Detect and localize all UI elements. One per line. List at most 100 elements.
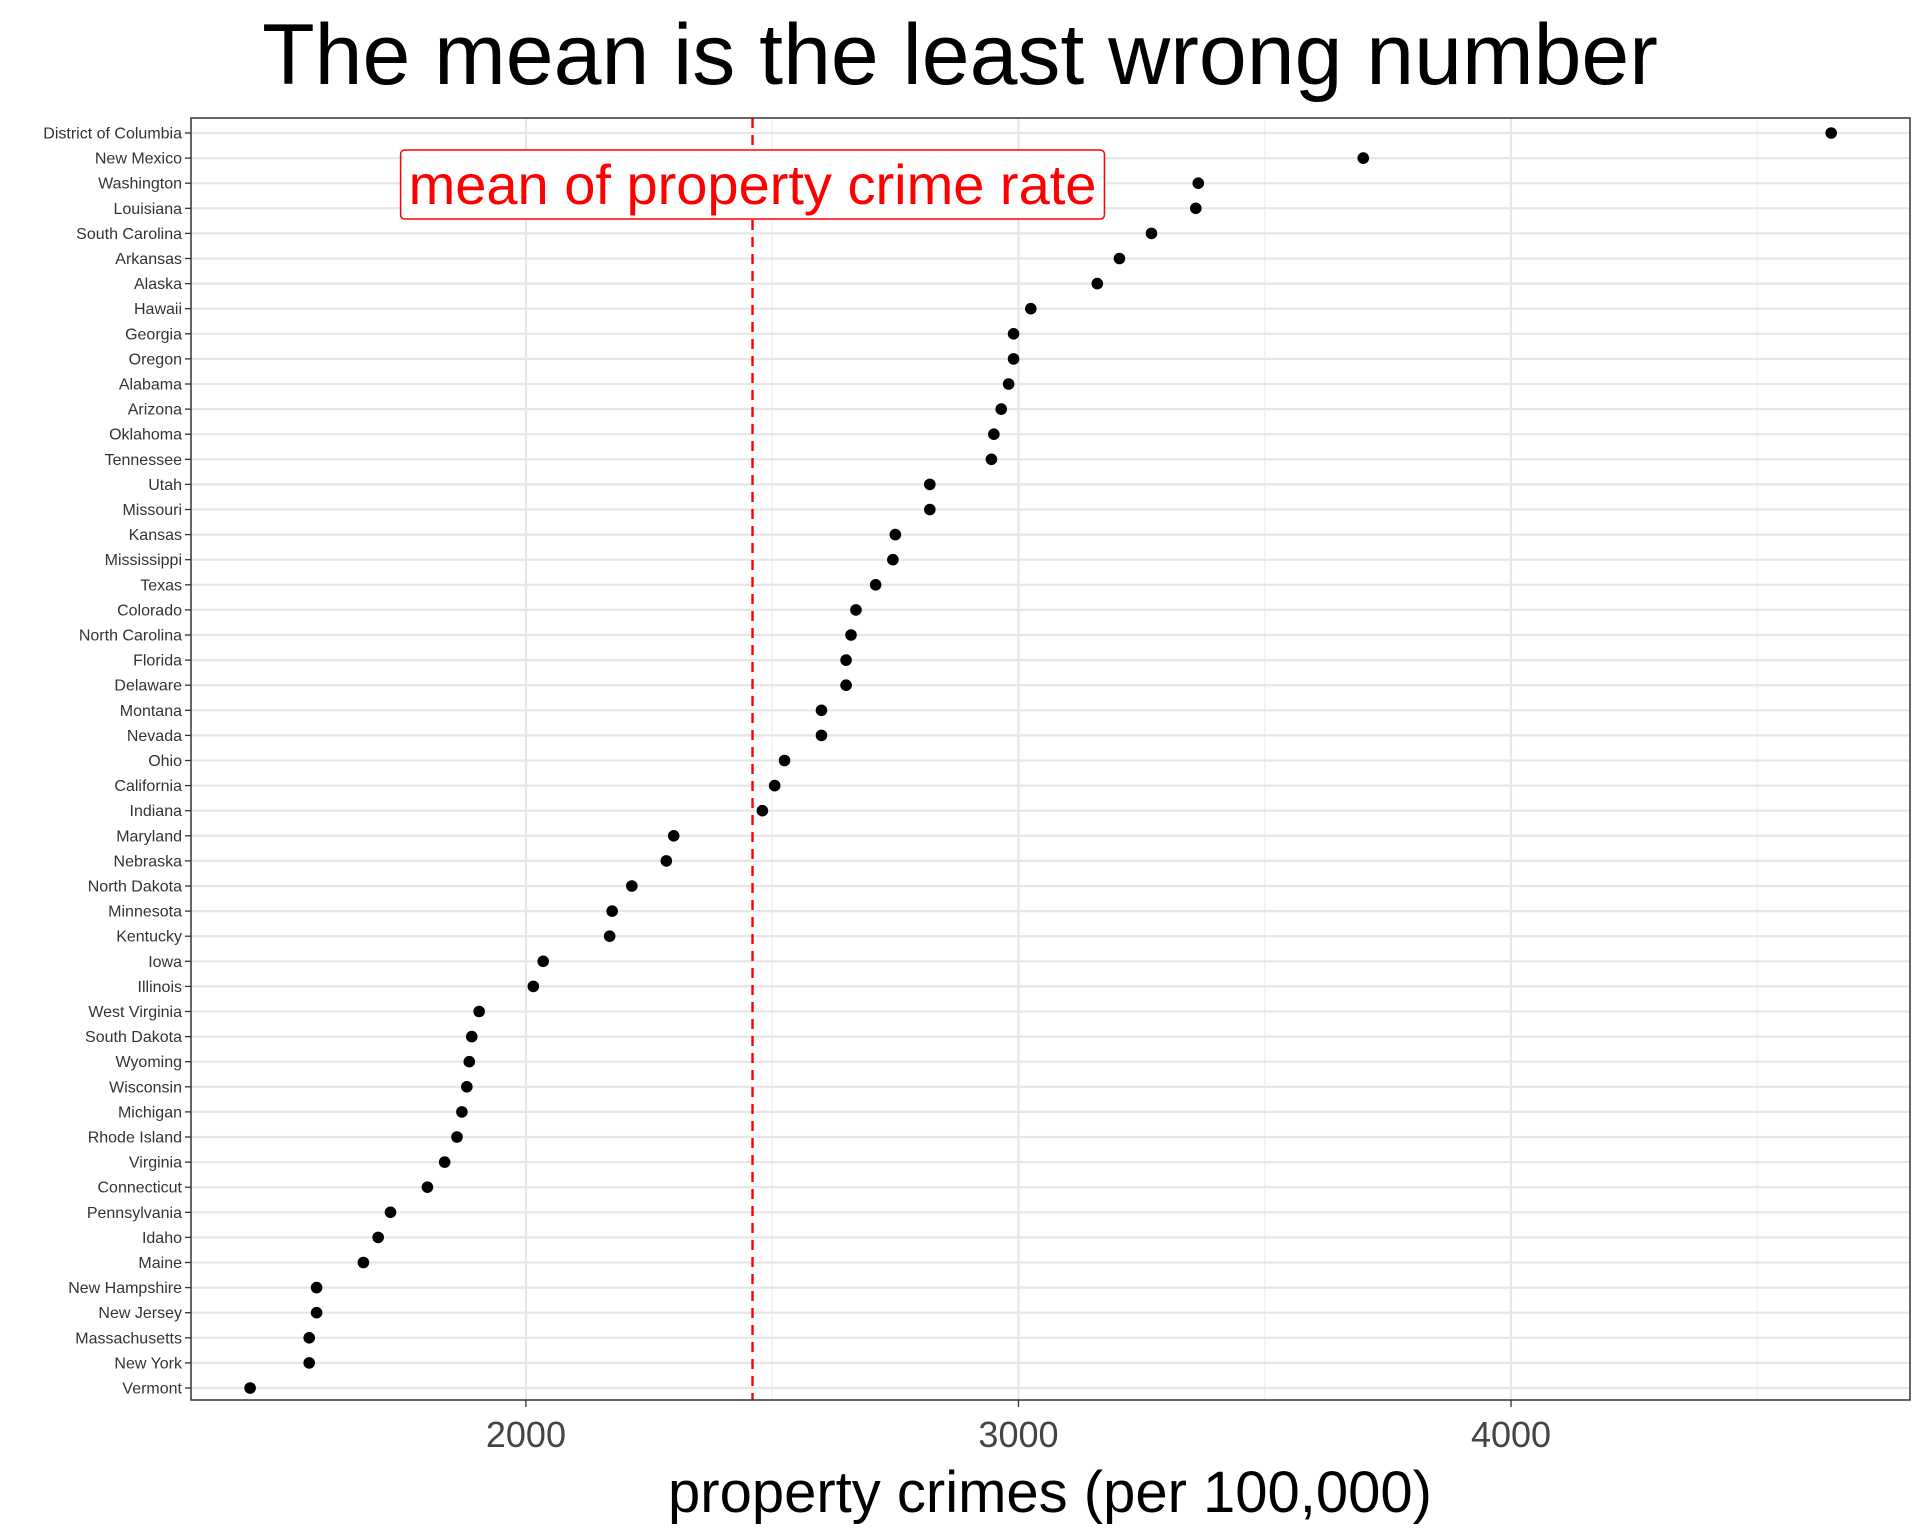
y-tick-label: Rhode Island xyxy=(88,1130,182,1147)
y-tick-label: New York xyxy=(114,1355,183,1372)
y-tick-label: Florida xyxy=(133,653,182,670)
y-tick-label: South Dakota xyxy=(85,1029,182,1046)
y-tick-label: Alabama xyxy=(119,377,182,394)
data-point xyxy=(1024,302,1037,315)
y-tick-label: Colorado xyxy=(117,602,182,619)
y-axis-labels: District of Columbia New Mexico Washington… xyxy=(43,126,191,1398)
x-tick-label: 3000 xyxy=(978,1414,1058,1455)
y-tick-label: West Virginia xyxy=(88,1004,182,1021)
data-point xyxy=(626,880,638,892)
data-point xyxy=(438,1156,451,1168)
y-tick-label: Missouri xyxy=(122,502,182,519)
data-point xyxy=(372,1231,384,1244)
data-points xyxy=(244,127,1837,1394)
y-tick-label: Pennsylvania xyxy=(87,1205,182,1222)
data-point xyxy=(840,654,852,666)
y-tick-label: Tennessee xyxy=(105,452,182,469)
x-axis-labels: 2000 3000 4000 xyxy=(486,1400,1551,1455)
data-point xyxy=(1007,328,1020,340)
data-point xyxy=(1007,353,1020,365)
data-point xyxy=(815,704,828,717)
y-tick-label: Kentucky xyxy=(116,929,182,946)
data-point xyxy=(384,1206,397,1219)
data-point xyxy=(606,905,618,917)
data-point xyxy=(303,1357,316,1369)
y-tick-label: Montana xyxy=(120,703,182,720)
data-point xyxy=(461,1081,473,1093)
data-point xyxy=(310,1306,323,1319)
grid-lines xyxy=(191,118,1910,1400)
data-point xyxy=(850,604,862,616)
data-point xyxy=(456,1106,468,1118)
data-point xyxy=(660,855,673,867)
data-point xyxy=(357,1256,370,1269)
data-point xyxy=(1145,227,1158,240)
data-point xyxy=(815,729,828,742)
data-point xyxy=(924,503,936,516)
data-point xyxy=(244,1382,256,1394)
y-tick-label: Massachusetts xyxy=(75,1330,182,1347)
y-tick-label: Minnesota xyxy=(108,904,182,921)
y-tick-label: Oklahoma xyxy=(109,427,182,444)
data-point xyxy=(1190,202,1202,215)
y-tick-label: North Dakota xyxy=(88,879,182,896)
y-tick-label: Ohio xyxy=(148,753,182,770)
data-point xyxy=(889,528,902,541)
y-tick-label: Virginia xyxy=(129,1155,182,1172)
data-point xyxy=(995,403,1008,415)
y-tick-label: Iowa xyxy=(148,954,182,971)
y-tick-label: Utah xyxy=(148,477,182,494)
data-point xyxy=(778,754,791,767)
data-point xyxy=(988,428,1000,441)
data-point xyxy=(1192,177,1205,189)
y-tick-label: Kansas xyxy=(129,527,182,544)
y-tick-label: Arizona xyxy=(128,402,182,419)
data-point xyxy=(840,679,852,691)
data-point xyxy=(887,553,899,566)
y-tick-label: New Jersey xyxy=(98,1305,182,1322)
data-point xyxy=(303,1332,316,1344)
y-tick-label: Vermont xyxy=(122,1381,182,1398)
y-tick-label: District of Columbia xyxy=(43,126,182,143)
data-point xyxy=(310,1281,323,1294)
data-point xyxy=(421,1181,434,1193)
data-point xyxy=(603,930,616,942)
data-point xyxy=(667,830,680,842)
y-tick-label: Mississippi xyxy=(105,552,182,569)
mean-annotation-label: mean of property crime rate xyxy=(409,153,1097,216)
y-tick-label: New Mexico xyxy=(95,151,182,168)
panel-border xyxy=(190,117,1911,1401)
data-point xyxy=(463,1055,476,1068)
data-point xyxy=(1357,152,1370,164)
y-tick-label: Michigan xyxy=(118,1104,182,1121)
y-tick-label: Georgia xyxy=(125,326,182,343)
y-tick-label: Louisiana xyxy=(114,201,183,218)
data-point xyxy=(845,629,857,641)
y-tick-label: Wyoming xyxy=(115,1054,182,1071)
data-point xyxy=(473,1005,485,1018)
y-tick-label: North Carolina xyxy=(79,628,182,645)
y-tick-label: Nebraska xyxy=(114,853,183,870)
y-tick-label: Illinois xyxy=(138,979,182,996)
x-axis-title: property crimes (per 100,000) xyxy=(668,1460,1432,1525)
y-tick-label: Nevada xyxy=(127,728,182,745)
y-tick-label: California xyxy=(114,778,182,795)
y-tick-label: Alaska xyxy=(134,276,182,293)
data-point xyxy=(985,453,998,466)
data-point xyxy=(1002,378,1015,390)
y-tick-label: Indiana xyxy=(130,803,183,820)
data-point xyxy=(527,980,540,993)
data-point xyxy=(1825,127,1837,139)
data-point xyxy=(756,804,769,817)
data-point xyxy=(768,779,781,792)
y-tick-label: Wisconsin xyxy=(109,1079,182,1096)
x-tick-label: 2000 xyxy=(486,1414,566,1455)
data-point xyxy=(869,579,882,591)
y-tick-label: Idaho xyxy=(142,1230,182,1247)
y-tick-label: Maine xyxy=(138,1255,182,1272)
mean-annotation: mean of property crime rate xyxy=(399,149,1106,220)
data-point xyxy=(537,955,549,968)
y-tick-label: Hawaii xyxy=(134,301,182,318)
y-tick-label: Texas xyxy=(140,577,182,594)
